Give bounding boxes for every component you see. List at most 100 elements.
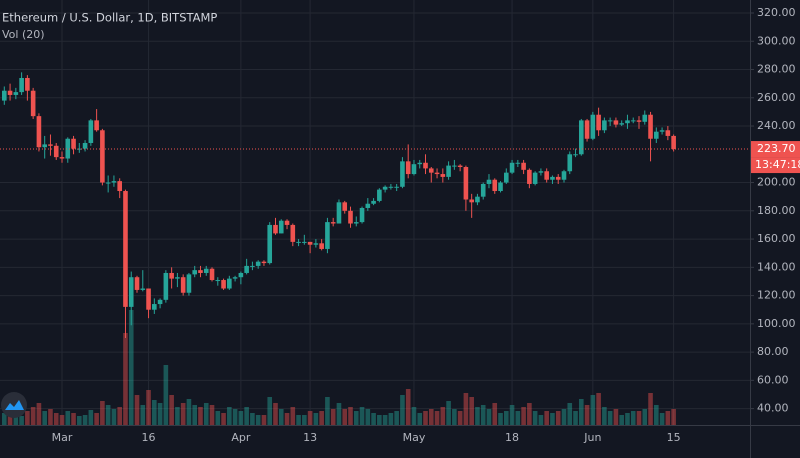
logo-circle[interactable] xyxy=(1,392,27,418)
volume-bar xyxy=(642,409,648,425)
volume-bar xyxy=(261,415,267,425)
volume-bar xyxy=(498,413,503,425)
volume-bar xyxy=(13,417,19,425)
volume-bar xyxy=(71,413,76,425)
candle-body xyxy=(128,277,134,307)
volume-bar xyxy=(134,395,140,425)
candle-body xyxy=(671,135,676,150)
candle-body xyxy=(648,114,653,139)
candle-body xyxy=(457,165,463,168)
volume-bar xyxy=(555,411,561,425)
candle-body xyxy=(475,196,480,203)
volume-bar xyxy=(480,405,486,425)
candle-body xyxy=(48,144,53,146)
volume-bar xyxy=(607,411,613,425)
volume-bar xyxy=(630,411,636,425)
volume-bar xyxy=(400,395,405,425)
candle-body xyxy=(169,272,174,279)
volume-bar xyxy=(342,409,348,425)
volume-bar xyxy=(2,413,7,425)
candle-body xyxy=(238,272,244,278)
candle-body xyxy=(417,162,423,165)
volume-bar xyxy=(428,409,434,425)
candle-body xyxy=(411,164,417,175)
y-tick-label: 120.00 xyxy=(757,289,796,302)
candle-body xyxy=(371,200,376,204)
candle-body xyxy=(42,144,47,148)
volume-bar xyxy=(636,411,642,425)
y-tick-label: 300.00 xyxy=(757,34,796,47)
candle-body xyxy=(100,130,105,183)
volume-bar xyxy=(532,411,538,425)
candle-body xyxy=(123,191,128,307)
candle-body xyxy=(30,90,36,117)
volume-bar xyxy=(169,395,174,425)
candle-body xyxy=(636,120,642,122)
volume-bar xyxy=(625,413,630,425)
candle-body xyxy=(348,210,353,224)
candle-body xyxy=(665,130,671,136)
y-tick-label: 100.00 xyxy=(757,317,796,330)
axis-layer: 40.00 60.00 80.00 100.00 120.00 140.00 160.00 1… xyxy=(52,6,800,444)
volume-bar xyxy=(353,411,359,425)
candle-body xyxy=(175,277,180,279)
volume-bar xyxy=(267,397,273,425)
y-tick-label: 260.00 xyxy=(757,91,796,104)
candle-body xyxy=(405,161,411,175)
logo-icon[interactable] xyxy=(5,400,24,410)
volume-bar xyxy=(550,413,555,425)
volume-bar xyxy=(77,416,82,425)
y-tick-label: 320.00 xyxy=(757,6,796,19)
volume-bar xyxy=(198,407,203,425)
volume-bar xyxy=(203,403,209,425)
volume-bar xyxy=(313,413,319,425)
volume-bar xyxy=(417,413,423,425)
volume-bar xyxy=(284,413,290,425)
volume-bar xyxy=(359,407,365,425)
candle-body xyxy=(630,120,636,122)
candle-body xyxy=(65,138,71,159)
volume-bar xyxy=(434,411,440,425)
volume-bar xyxy=(296,415,301,425)
volume-bar xyxy=(388,413,394,425)
volume-bar xyxy=(613,409,619,425)
candle-body xyxy=(527,169,532,184)
y-tick-label: 140.00 xyxy=(757,260,796,273)
volume-bar xyxy=(365,409,371,425)
volume-bar xyxy=(457,411,463,425)
logo[interactable] xyxy=(1,392,27,418)
volume-bar xyxy=(82,415,88,425)
volume-bar xyxy=(123,333,128,425)
candle-body xyxy=(105,182,111,184)
volume-bar xyxy=(278,409,284,425)
volume-bar xyxy=(146,390,151,425)
volume-bar xyxy=(255,415,261,425)
volume-bar xyxy=(377,415,382,425)
chart-subtitle: Vol (20) xyxy=(2,28,45,41)
chart-title: Ethereum / U.S. Dollar, 1D, BITSTAMP xyxy=(2,11,217,25)
candle-body xyxy=(192,270,198,275)
volume-bar xyxy=(446,401,451,425)
volume-bar xyxy=(250,413,255,425)
candle-body xyxy=(463,167,469,200)
candle-body xyxy=(342,202,348,211)
candle-body xyxy=(573,154,578,156)
y-tick-label: 280.00 xyxy=(757,63,796,76)
volume-bar xyxy=(665,411,671,425)
volume-bar xyxy=(163,365,169,425)
y-tick-label: 60.00 xyxy=(757,373,789,386)
x-tick-label: 18 xyxy=(505,431,519,444)
candle-body xyxy=(659,130,665,132)
volume-bar xyxy=(463,393,469,425)
volume-bar xyxy=(654,405,659,425)
volume-bar xyxy=(244,407,249,425)
candle-body xyxy=(359,207,365,223)
volume-bar xyxy=(452,409,457,425)
volume-bar xyxy=(186,399,192,425)
candle-body xyxy=(221,280,226,289)
volume-bar xyxy=(100,401,105,425)
candle-body xyxy=(59,157,65,159)
volume-bar xyxy=(521,407,526,425)
